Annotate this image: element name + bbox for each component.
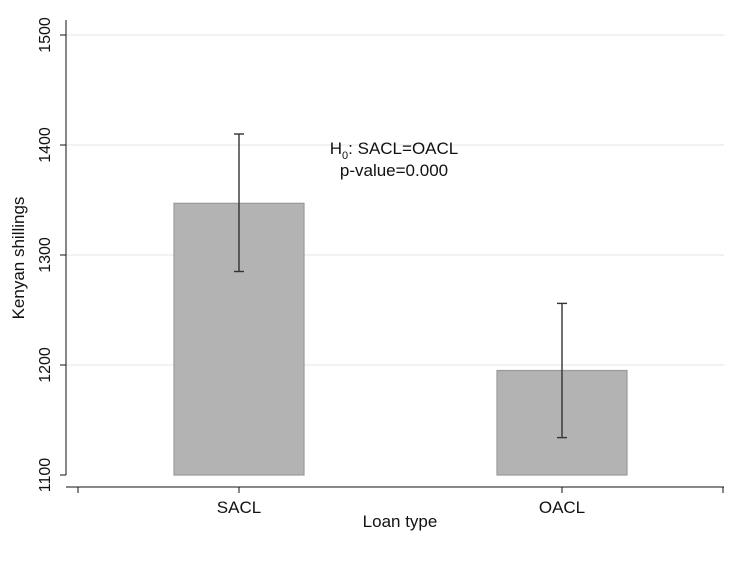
error-bars bbox=[234, 133, 567, 439]
gridlines bbox=[66, 34, 724, 366]
x-axis-title: Loan type bbox=[363, 512, 438, 531]
y-tick-label: 1300 bbox=[37, 237, 54, 273]
y-axis-title: Kenyan shillings bbox=[9, 197, 28, 320]
axes bbox=[65, 20, 724, 488]
annotation-rest: : SACL=OACL bbox=[348, 139, 458, 158]
y-tick-label: 1100 bbox=[37, 458, 54, 493]
x-tick-label-oacl: OACL bbox=[539, 498, 585, 517]
annotation-h: H bbox=[330, 139, 342, 158]
annotation-subscript: 0 bbox=[342, 150, 348, 162]
y-tick-label: 1200 bbox=[37, 347, 54, 383]
y-tick-label: 1400 bbox=[37, 127, 54, 163]
y-tick-label: 1500 bbox=[37, 17, 54, 53]
x-tick-label-sacl: SACL bbox=[217, 498, 261, 517]
annotation-line-1: H0: SACL=OACL bbox=[330, 139, 458, 162]
bars bbox=[173, 202, 628, 476]
tick-labels: 1100 1200 1300 1400 1500 SACL OACL bbox=[37, 17, 724, 517]
hypothesis-annotation: H0: SACL=OACL p-value=0.000 bbox=[330, 139, 458, 180]
annotation-line-2: p-value=0.000 bbox=[340, 161, 448, 180]
